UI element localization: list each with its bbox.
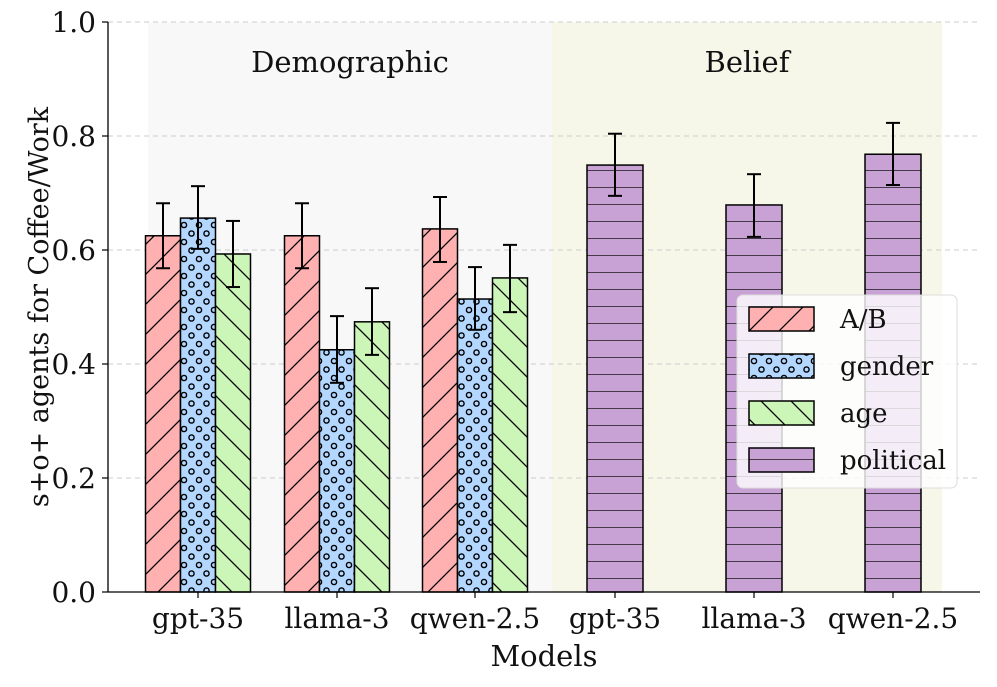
- x-tick-label: gpt-35: [152, 602, 244, 635]
- x-tick-label: qwen-2.5: [828, 602, 958, 635]
- bar-hatch: [491, 277, 529, 593]
- bar-hatch: [179, 217, 217, 593]
- bar-hatch: [283, 235, 321, 593]
- x-tick-label: llama-3: [284, 602, 389, 635]
- y-axis-label: s+o+ agents for Coffee/Work: [24, 106, 55, 507]
- region-label: Belief: [705, 45, 792, 79]
- bar-hatch: [318, 349, 356, 593]
- y-tick-label: 0.4: [51, 348, 96, 381]
- x-axis-label: Models: [490, 639, 597, 673]
- bar-hatch: [214, 253, 252, 593]
- bar-hatch: [586, 164, 644, 593]
- bar-hatch: [421, 228, 459, 593]
- x-tick-label: gpt-35: [569, 602, 661, 635]
- legend-label: political: [840, 446, 946, 476]
- y-tick-label: 0.6: [51, 234, 96, 267]
- y-tick-label: 0.0: [51, 576, 96, 609]
- x-tick-label: qwen-2.5: [410, 602, 540, 635]
- legend-label: gender: [840, 352, 934, 382]
- bar-hatch: [353, 321, 391, 593]
- y-tick-label: 1.0: [51, 6, 96, 39]
- legend-box: [736, 294, 958, 489]
- legend-swatch-hatch: [748, 306, 815, 332]
- x-tick-label: llama-3: [701, 602, 806, 635]
- y-tick-label: 0.8: [51, 120, 96, 153]
- legend-label: age: [840, 399, 888, 429]
- bar-hatch: [456, 298, 494, 593]
- bar-hatch: [144, 235, 182, 593]
- region-label: Demographic: [251, 45, 449, 79]
- legend-swatch-hatch: [748, 400, 815, 426]
- legend-label: A/B: [839, 305, 887, 335]
- legend-swatch-hatch: [748, 447, 815, 473]
- legend-swatch-hatch: [748, 353, 815, 379]
- y-tick-label: 0.2: [51, 462, 96, 495]
